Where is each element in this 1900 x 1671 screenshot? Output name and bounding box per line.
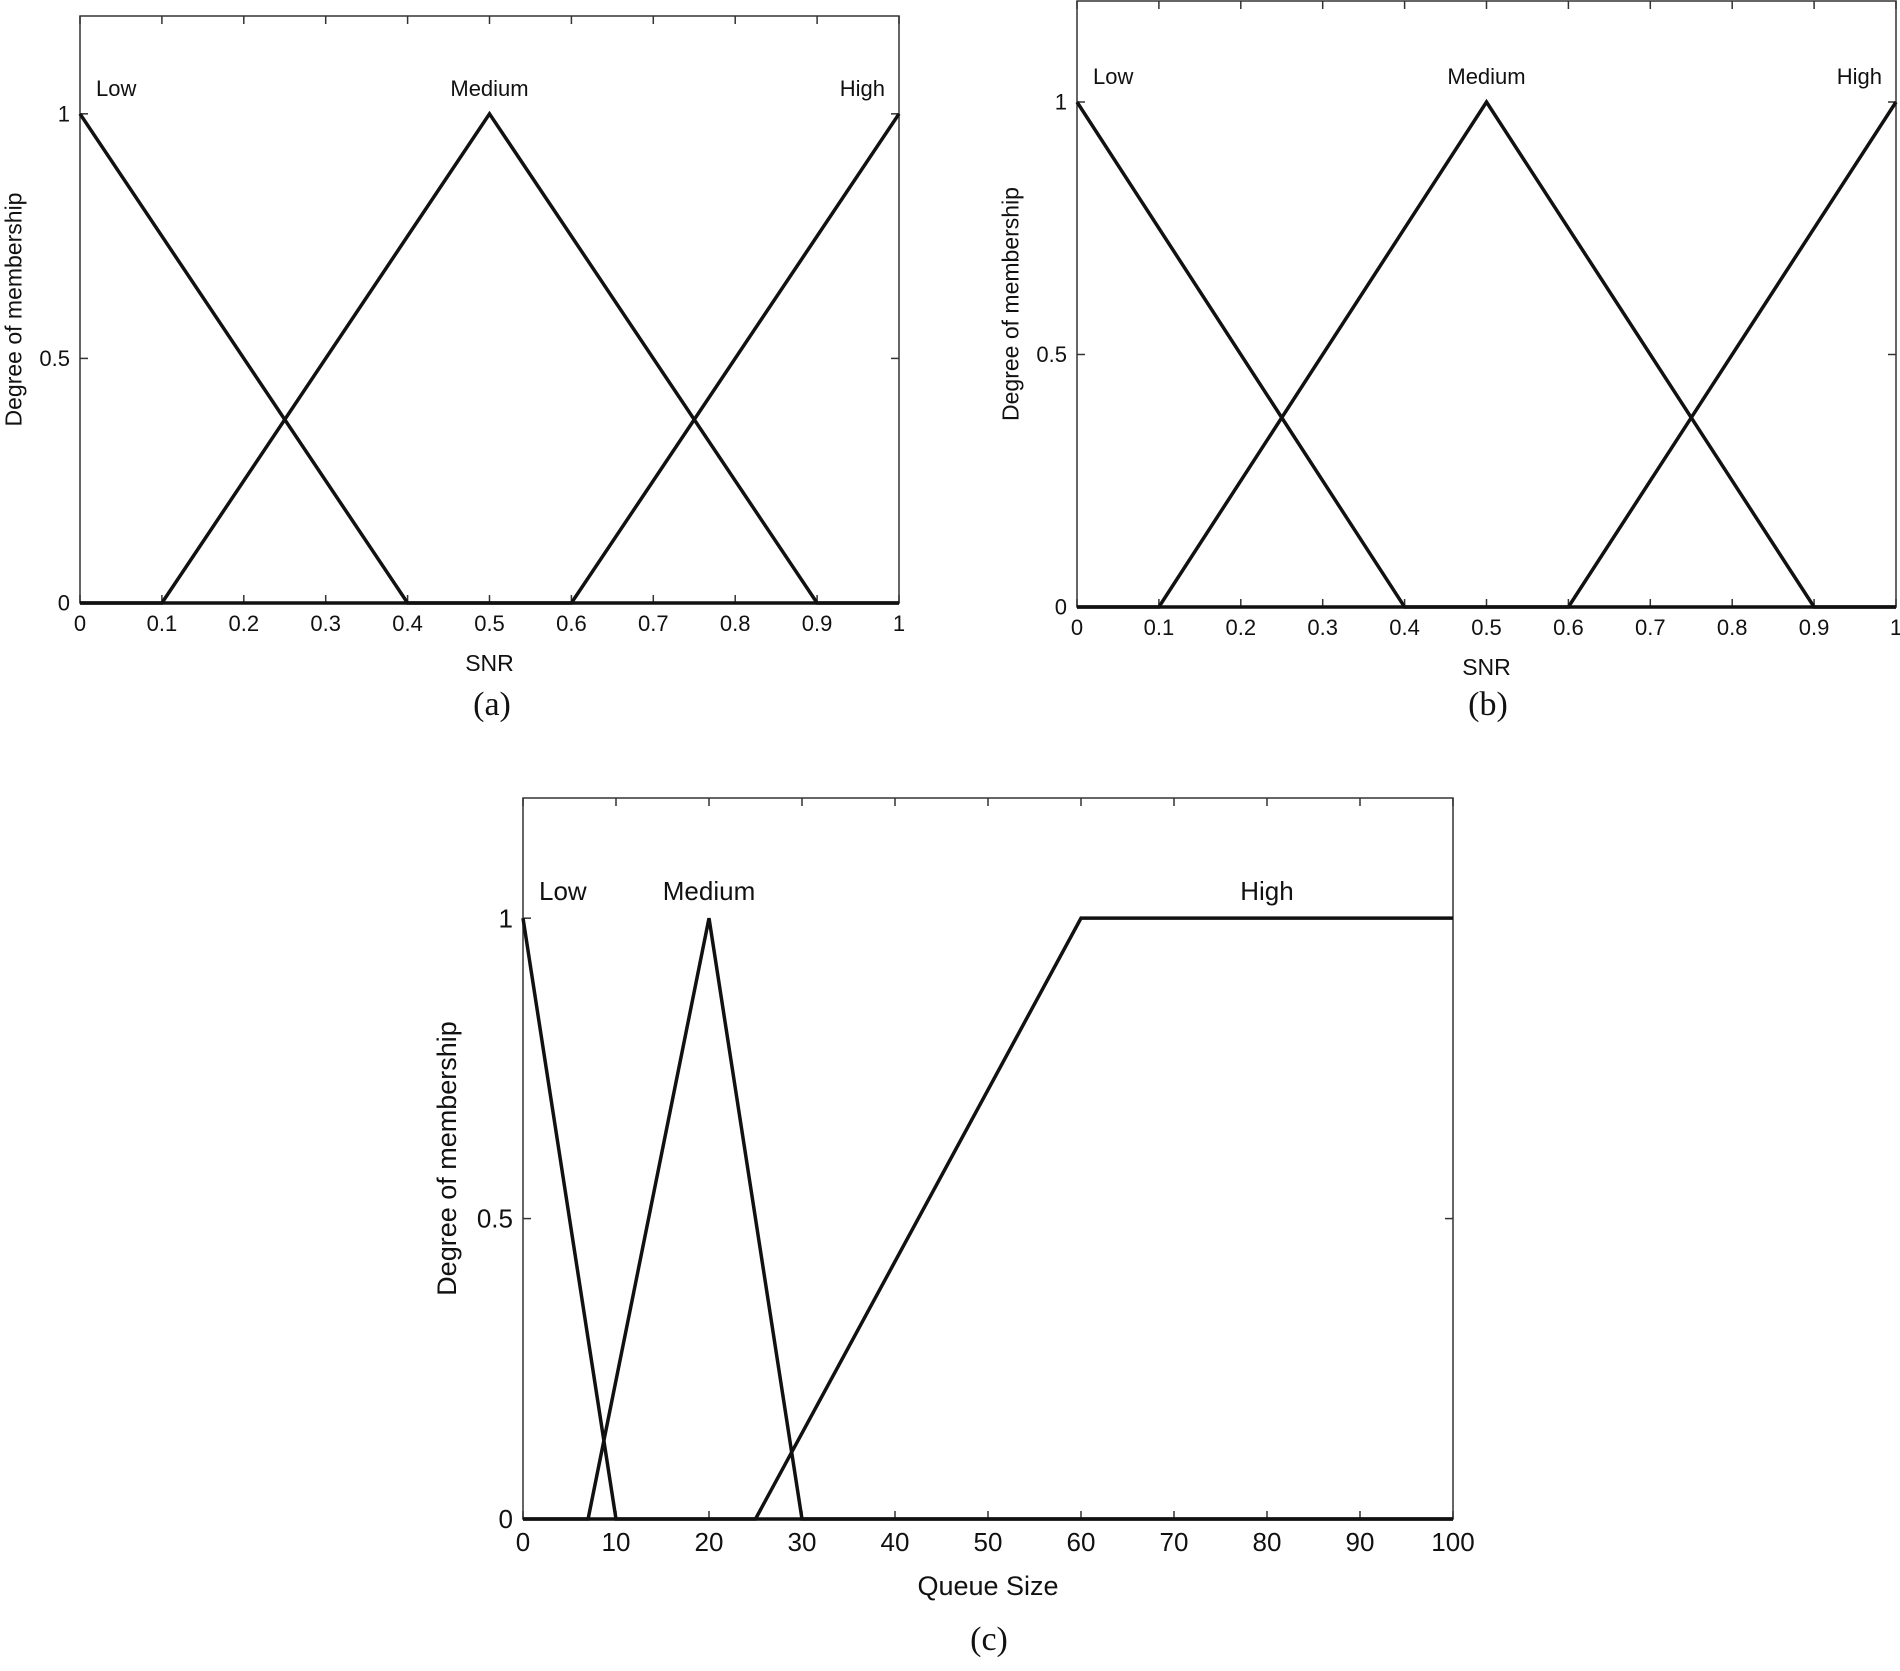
x-tick-label: 20	[695, 1527, 724, 1557]
series-label: Low	[1093, 64, 1133, 89]
x-tick-label: 0.3	[310, 611, 341, 636]
x-tick-label: 40	[881, 1527, 910, 1557]
series-label: Medium	[663, 876, 755, 906]
membership-line	[521, 917, 1453, 1521]
y-axis-label: Degree of membership	[432, 1021, 462, 1296]
x-tick-label: 0.7	[638, 611, 669, 636]
caption: (c)	[970, 1621, 1008, 1658]
y-tick-label: 0	[58, 591, 70, 616]
y-tick-label: 0	[499, 1504, 513, 1534]
y-axis-label: Degree of membership	[998, 187, 1024, 421]
membership-line	[1077, 98, 1896, 609]
x-tick-label: 0.4	[1389, 615, 1420, 640]
membership-line	[80, 110, 899, 605]
x-tick-label: 0	[1071, 615, 1083, 640]
x-tick-label: 0.5	[1471, 615, 1502, 640]
membership-line	[1075, 101, 1896, 609]
caption: (a)	[473, 686, 511, 723]
x-tick-label: 50	[974, 1527, 1003, 1557]
x-axis-label: SNR	[1462, 654, 1511, 680]
x-tick-label: 0.6	[556, 611, 587, 636]
x-tick-label: 0.2	[229, 611, 260, 636]
series-label: Low	[539, 876, 587, 906]
x-tick-label: 30	[788, 1527, 817, 1557]
x-tick-label: 10	[602, 1527, 631, 1557]
y-tick-label: 0.5	[477, 1204, 513, 1234]
x-tick-label: 0.2	[1226, 615, 1257, 640]
series-label: Medium	[1447, 64, 1525, 89]
x-tick-label: 70	[1160, 1527, 1189, 1557]
x-tick-label: 1	[1890, 615, 1900, 640]
y-tick-label: 1	[499, 903, 513, 933]
x-tick-label: 0.7	[1635, 615, 1666, 640]
series-label: High	[1240, 876, 1293, 906]
x-tick-label: 0.1	[1144, 615, 1175, 640]
y-tick-label: 1	[58, 102, 70, 127]
x-tick-label: 0.4	[392, 611, 423, 636]
x-tick-label: 0.9	[1799, 615, 1830, 640]
membership-line	[1077, 101, 1898, 609]
plot-frame	[1076, 0, 1897, 608]
x-tick-label: 0.5	[474, 611, 505, 636]
y-tick-label: 0	[1055, 595, 1067, 620]
x-tick-label: 0.1	[147, 611, 178, 636]
membership-line	[523, 917, 1453, 1521]
x-tick-label: 0.3	[1307, 615, 1338, 640]
y-axis-label: Degree of membership	[1, 193, 27, 427]
y-tick-label: 1	[1055, 90, 1067, 115]
membership-line	[80, 112, 901, 605]
x-tick-label: 0.8	[1717, 615, 1748, 640]
x-axis-label: Queue Size	[917, 1571, 1058, 1601]
series-label: High	[1837, 64, 1882, 89]
x-tick-label: 0.8	[720, 611, 751, 636]
series-label: High	[840, 76, 885, 101]
caption: (b)	[1468, 686, 1508, 723]
x-tick-label: 0	[74, 611, 86, 636]
x-axis-label: SNR	[465, 650, 514, 676]
x-tick-label: 90	[1346, 1527, 1375, 1557]
x-tick-label: 0	[516, 1527, 530, 1557]
x-tick-label: 0.9	[802, 611, 833, 636]
series-label: Medium	[450, 76, 528, 101]
series-label: Low	[96, 76, 136, 101]
membership-line	[78, 112, 899, 605]
x-tick-label: 60	[1067, 1527, 1096, 1557]
y-tick-label: 0.5	[1036, 342, 1067, 367]
y-tick-label: 0.5	[39, 346, 70, 371]
x-tick-label: 0.6	[1553, 615, 1584, 640]
x-tick-label: 1	[893, 611, 905, 636]
plot-frame	[79, 15, 900, 604]
x-tick-label: 80	[1253, 1527, 1282, 1557]
membership-line	[523, 916, 1453, 1521]
x-tick-label: 100	[1431, 1527, 1474, 1557]
